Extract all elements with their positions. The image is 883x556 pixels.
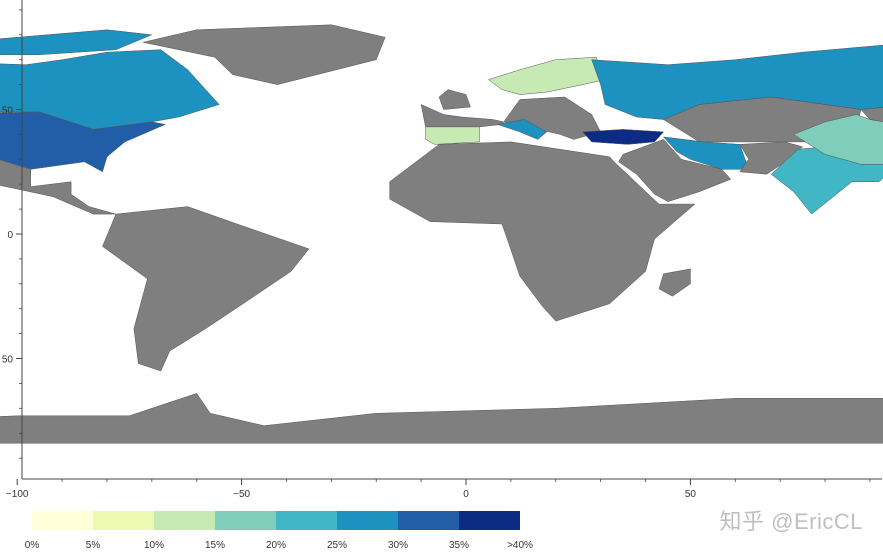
region-mongolia	[860, 107, 883, 122]
legend-swatch	[154, 511, 215, 530]
region-madagascar	[658, 268, 691, 297]
y-tick-label: 50	[2, 355, 14, 366]
y-tick-label: 50	[2, 106, 14, 117]
region-turkey	[582, 129, 664, 145]
legend-label: 0%	[25, 540, 40, 551]
region-antarctica	[0, 393, 883, 444]
legend-swatch	[398, 511, 459, 530]
x-tick-label: −50	[233, 489, 250, 500]
x-tick-label: 50	[685, 489, 697, 500]
legend-label: 20%	[266, 540, 286, 551]
region-afghanistan-pakistan	[739, 141, 803, 175]
legend-swatch	[32, 511, 93, 530]
region-greenland	[142, 24, 386, 85]
y-tick-label: 0	[7, 230, 13, 241]
legend-label: >40%	[507, 540, 533, 551]
region-south-america	[102, 206, 310, 372]
region-europe	[420, 96, 601, 140]
legend-swatch	[459, 511, 520, 530]
region-italy	[497, 119, 548, 140]
legend-label: 5%	[86, 540, 101, 551]
legend-label: 35%	[449, 540, 469, 551]
region-china	[793, 114, 883, 165]
region-uk	[438, 89, 471, 110]
region-mexico-c-america	[0, 159, 117, 215]
map-land-layer	[0, 24, 883, 444]
legend-swatch	[276, 511, 337, 530]
legend-label: 30%	[388, 540, 408, 551]
region-russia	[591, 44, 883, 120]
region-scandinavia	[488, 56, 606, 95]
legend-label: 10%	[144, 540, 164, 551]
region-canada-arctic	[0, 29, 153, 55]
legend-swatch	[337, 511, 398, 530]
map-axes	[21, 0, 882, 480]
region-india	[770, 146, 883, 215]
region-spain	[425, 126, 480, 145]
region-arabia-levant	[618, 139, 732, 202]
legend-label: 15%	[205, 540, 225, 551]
x-tick-label: 0	[463, 489, 469, 500]
legend-swatch	[215, 511, 276, 530]
region-united-states	[0, 111, 166, 173]
color-legend: 0% 5% 10% 15% 20% 25% 30% 35% >40%	[25, 511, 533, 551]
legend-label: 25%	[327, 540, 347, 551]
region-iran	[663, 136, 749, 170]
region-canada	[0, 49, 220, 130]
region-africa	[389, 141, 696, 322]
x-tick-group: −150−100−50050100150	[6, 479, 871, 500]
x-tick-label: −100	[6, 489, 29, 500]
watermark: 知乎 @EricCL	[719, 509, 863, 534]
y-tick-group: 50 0 50	[2, 9, 22, 459]
legend-swatch	[93, 511, 154, 530]
